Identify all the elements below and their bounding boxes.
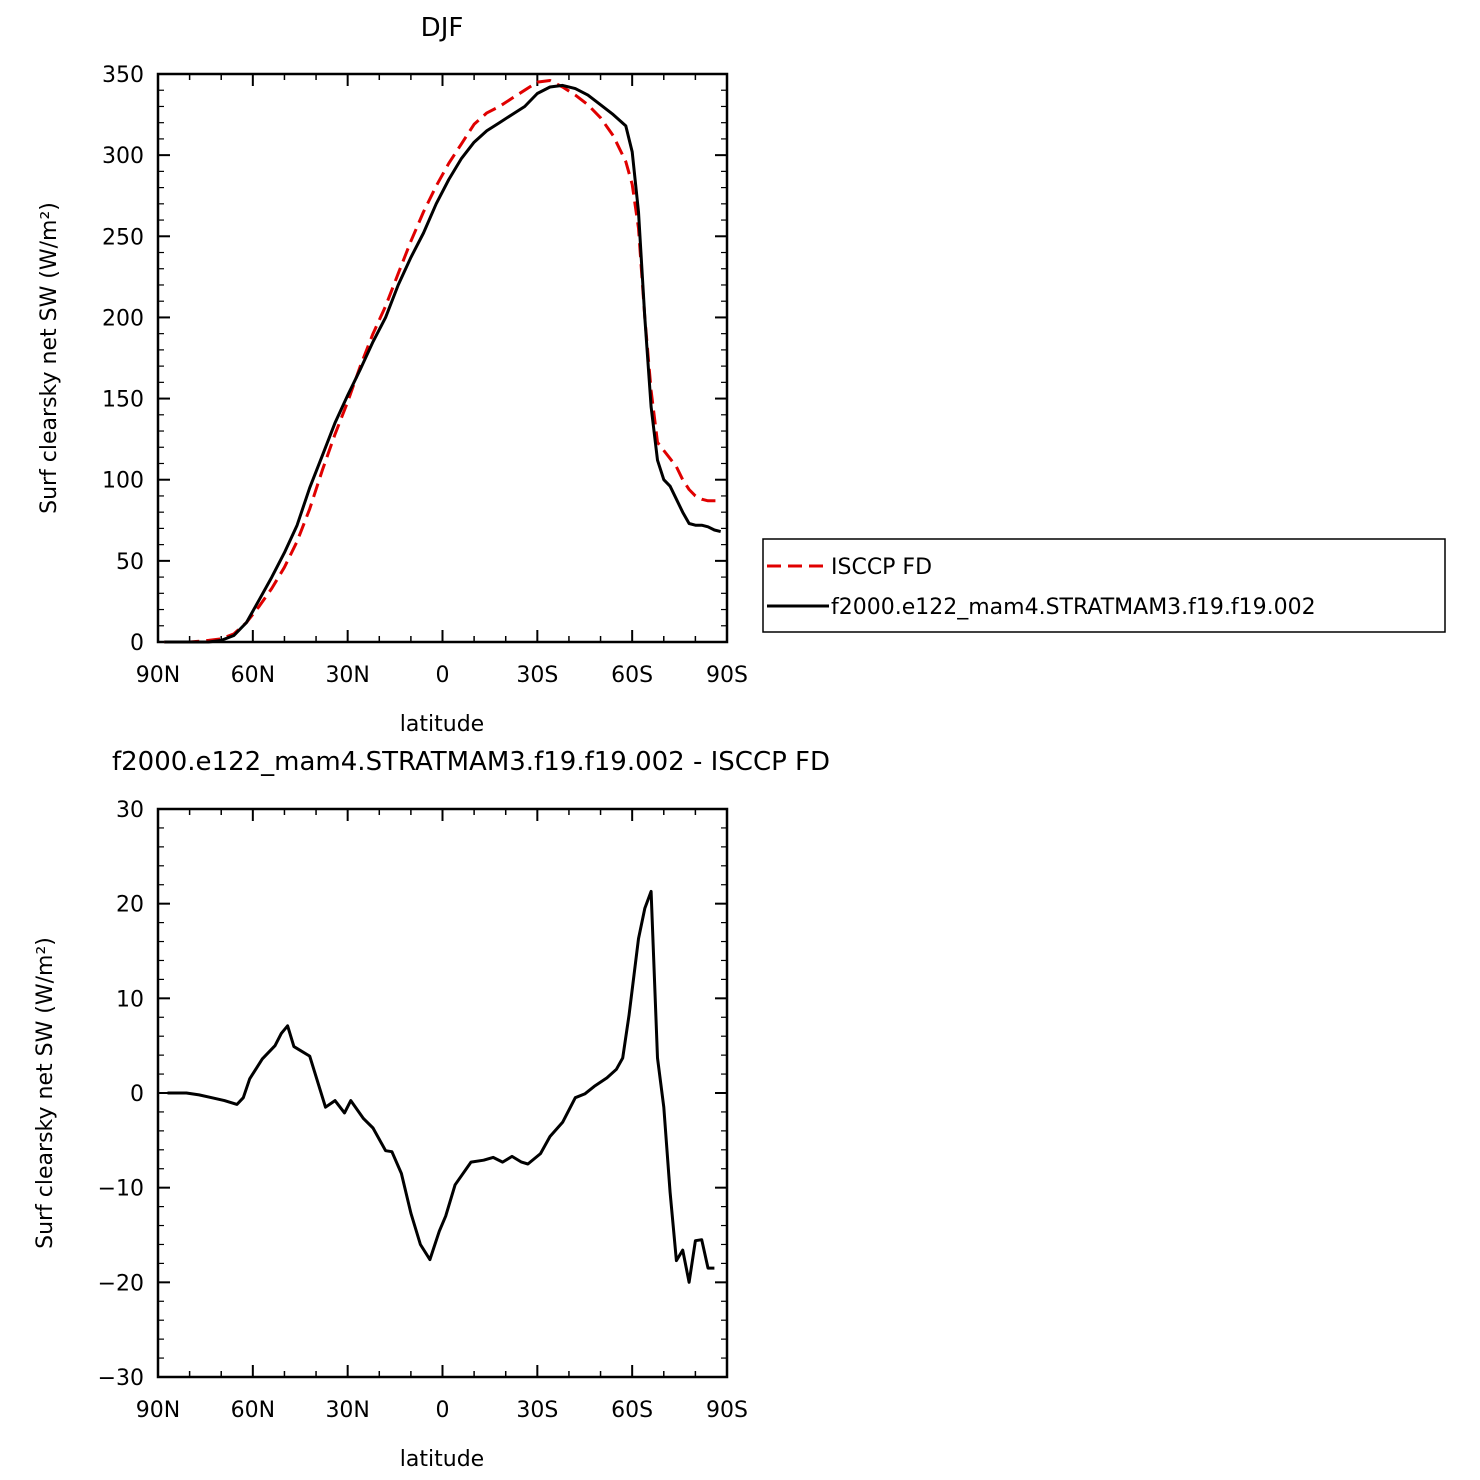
bottom-x-tick-label: 0 (436, 1398, 450, 1423)
bottom-x-tick-label: 30S (516, 1398, 558, 1423)
top-x-tick-label: 60S (611, 663, 653, 688)
legend-label-isccp: ISCCP FD (831, 555, 932, 580)
top-x-tick-label: 30N (325, 663, 369, 688)
legend: ISCCP FD f2000.e122_mam4.STRATMAM3.f19.f… (762, 538, 1446, 633)
top-x-axis-label: latitude (400, 712, 484, 737)
top-plot-frame (156, 72, 729, 644)
top-ticks: 90N 60N 30N 0 30S 60S 90S 0 50 100 150 200 250 300 350 (102, 63, 748, 688)
top-y-tick-label: 200 (102, 306, 144, 331)
bottom-y-tick-label: 30 (116, 798, 144, 823)
bottom-x-tick-label: 30N (325, 1398, 369, 1423)
top-title: DJF (421, 13, 464, 43)
top-y-tick-label: 300 (102, 144, 144, 169)
top-y-tick-label: 100 (102, 469, 144, 494)
top-series (164, 79, 722, 644)
top-x-tick-label: 90N (136, 663, 180, 688)
legend-box (762, 538, 1446, 633)
top-y-tick-label: 50 (116, 550, 144, 575)
top-x-tick-label: 90S (706, 663, 748, 688)
top-y-tick-label: 0 (130, 631, 144, 656)
bottom-series (167, 889, 715, 1284)
bottom-x-axis-label: latitude (400, 1447, 484, 1472)
bottom-x-tick-label: 60S (611, 1398, 653, 1423)
bottom-y-tick-label: 0 (130, 1082, 144, 1107)
top-y-axis-label: Surf clearsky net SW (W/m²) (37, 202, 62, 514)
bottom-y-tick-label: 20 (116, 893, 144, 918)
bottom-y-tick-label: −30 (98, 1366, 144, 1391)
top-series-line-0 (164, 79, 721, 644)
bottom-x-tick-label: 60N (231, 1398, 275, 1423)
top-y-tick-label: 150 (102, 388, 144, 413)
top-panel: DJF 90N 60N 30N 0 30S 60S 90S 0 50 100 150 200 250 30… (37, 13, 748, 737)
top-x-tick-label: 0 (436, 663, 450, 688)
bottom-x-tick-label: 90N (136, 1398, 180, 1423)
bottom-panel: f2000.e122_mam4.STRATMAM3.f19.f19.002 - … (33, 747, 830, 1472)
bottom-y-tick-label: −10 (98, 1177, 144, 1202)
bottom-title: f2000.e122_mam4.STRATMAM3.f19.f19.002 - … (112, 747, 830, 777)
top-series-line-1 (164, 83, 722, 644)
bottom-y-tick-label: 10 (116, 987, 144, 1012)
bottom-series-line-0 (167, 889, 715, 1284)
legend-label-model: f2000.e122_mam4.STRATMAM3.f19.f19.002 (831, 595, 1316, 620)
top-y-tick-label: 250 (102, 225, 144, 250)
top-y-tick-label: 350 (102, 63, 144, 88)
bottom-x-tick-label: 90S (706, 1398, 748, 1423)
bottom-ticks: 90N 60N 30N 0 30S 60S 90S −30 −20 −10 0 10 20 30 (98, 798, 748, 1423)
top-x-tick-label: 30S (516, 663, 558, 688)
top-x-tick-label: 60N (231, 663, 275, 688)
bottom-y-tick-label: −20 (98, 1271, 144, 1296)
bottom-y-axis-label: Surf clearsky net SW (W/m²) (33, 937, 58, 1249)
